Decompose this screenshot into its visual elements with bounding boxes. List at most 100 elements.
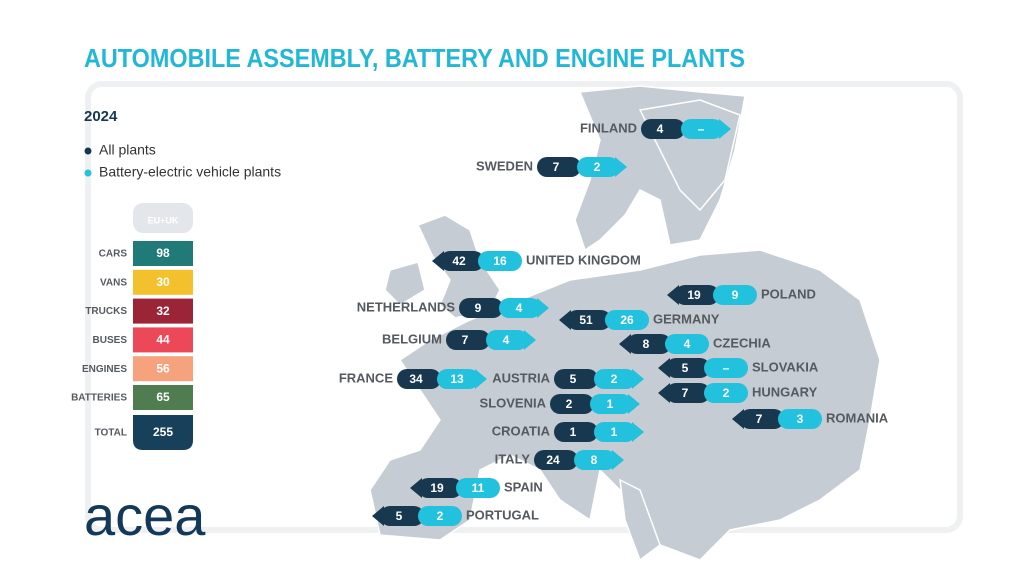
- value-bev: –: [698, 122, 705, 136]
- pill-all: [666, 383, 710, 403]
- country-name: SLOVENIA: [480, 395, 547, 410]
- table-value: 44: [156, 333, 170, 347]
- value-all: 42: [452, 254, 466, 268]
- value-bev: 13: [450, 372, 464, 386]
- table-cell: [133, 269, 193, 295]
- value-bev: 1: [611, 425, 618, 439]
- pill-all: [740, 409, 784, 429]
- pill-arrow: [612, 450, 624, 470]
- legend-dot: [84, 147, 92, 155]
- table-value: 65: [156, 390, 170, 404]
- value-bev: 11: [472, 481, 485, 495]
- table-label: TRUCKS: [85, 306, 127, 317]
- pill-bev: [704, 358, 748, 378]
- table-label: ENGINES: [82, 364, 127, 375]
- pill-arrow: [619, 334, 631, 354]
- country-name: NETHERLANDS: [357, 299, 456, 314]
- pill-all: [567, 310, 611, 330]
- table-cell: [133, 327, 193, 353]
- value-bev: 2: [723, 386, 730, 400]
- pill-all: [534, 450, 578, 470]
- legend-label: All plants: [99, 142, 156, 158]
- table-total-bg: [133, 415, 193, 450]
- pill-arrow: [475, 369, 487, 389]
- value-bev: 9: [732, 288, 739, 302]
- pill-arrow: [410, 478, 422, 498]
- pill-bev: [486, 330, 528, 350]
- value-all: 5: [570, 372, 577, 386]
- pill-arrow: [559, 310, 571, 330]
- pill-bev: [713, 285, 757, 305]
- pill-arrow: [537, 298, 549, 318]
- country-name: CZECHIA: [713, 335, 771, 350]
- pill-bev: [681, 119, 723, 139]
- value-all: 19: [430, 481, 444, 495]
- logo: acea: [84, 484, 206, 547]
- table-label: BATTERIES: [71, 393, 127, 404]
- table-value: 56: [156, 361, 170, 375]
- pill-arrow: [632, 369, 644, 389]
- pill-bev: [456, 478, 500, 498]
- legend-dot: [84, 169, 92, 177]
- pill-arrow: [667, 285, 679, 305]
- country-name: SPAIN: [504, 479, 543, 494]
- pill-arrow: [719, 119, 731, 139]
- pill-all: [675, 285, 719, 305]
- value-all: 19: [687, 288, 701, 302]
- content: All plants Battery-electric vehicle plant…: [71, 119, 889, 526]
- table-value: 32: [156, 304, 170, 318]
- pill-all: [537, 157, 581, 177]
- table-value: 30: [156, 275, 170, 289]
- pill-bev: [594, 422, 636, 442]
- pill-bev: [590, 394, 632, 414]
- pill-arrow: [632, 422, 644, 442]
- value-bev: 3: [797, 412, 804, 426]
- value-all: 5: [396, 509, 403, 523]
- pill-arrow: [524, 330, 536, 350]
- pill-all: [397, 369, 441, 389]
- value-bev: 4: [516, 301, 523, 315]
- frame: [85, 81, 963, 533]
- value-bev: 1: [607, 397, 614, 411]
- country-name: UNITED KINGDOM: [526, 252, 641, 267]
- value-all: 7: [756, 412, 763, 426]
- value-bev: 2: [611, 372, 618, 386]
- table-cell: [133, 356, 193, 382]
- value-all: 8: [643, 337, 650, 351]
- pill-arrow: [372, 506, 384, 526]
- pill-arrow: [658, 358, 670, 378]
- pill-bev: [574, 450, 616, 470]
- value-bev: 2: [437, 509, 444, 523]
- table-label: CARS: [99, 249, 128, 260]
- pill-arrow: [628, 394, 640, 414]
- table-value: 98: [156, 246, 170, 260]
- value-all: 9: [475, 301, 482, 315]
- pill-bev: [577, 157, 619, 177]
- pill-bev: [605, 310, 649, 330]
- pill-all: [641, 119, 685, 139]
- pill-all: [440, 251, 484, 271]
- table-label: VANS: [100, 277, 127, 288]
- table-header-bg: [133, 203, 193, 233]
- value-all: 5: [682, 361, 689, 375]
- pill-bev: [778, 409, 822, 429]
- pill-all: [666, 358, 710, 378]
- country-name: AUSTRIA: [492, 370, 550, 385]
- country-name: GERMANY: [653, 311, 720, 326]
- pill-bev: [704, 383, 748, 403]
- country-name: CROATIA: [492, 423, 551, 438]
- table-total-value: 255: [153, 425, 173, 439]
- pill-all: [380, 506, 424, 526]
- table-label: BUSES: [93, 335, 128, 346]
- pill-bev: [594, 369, 636, 389]
- table-header: EU+UK: [148, 215, 179, 225]
- table-cell: [133, 298, 193, 324]
- value-all: 7: [682, 386, 689, 400]
- value-all: 51: [579, 313, 593, 327]
- value-bev: 2: [594, 160, 601, 174]
- value-all: 7: [553, 160, 560, 174]
- pill-bev: [437, 369, 479, 389]
- pill-all: [554, 369, 598, 389]
- value-bev: 16: [493, 254, 507, 268]
